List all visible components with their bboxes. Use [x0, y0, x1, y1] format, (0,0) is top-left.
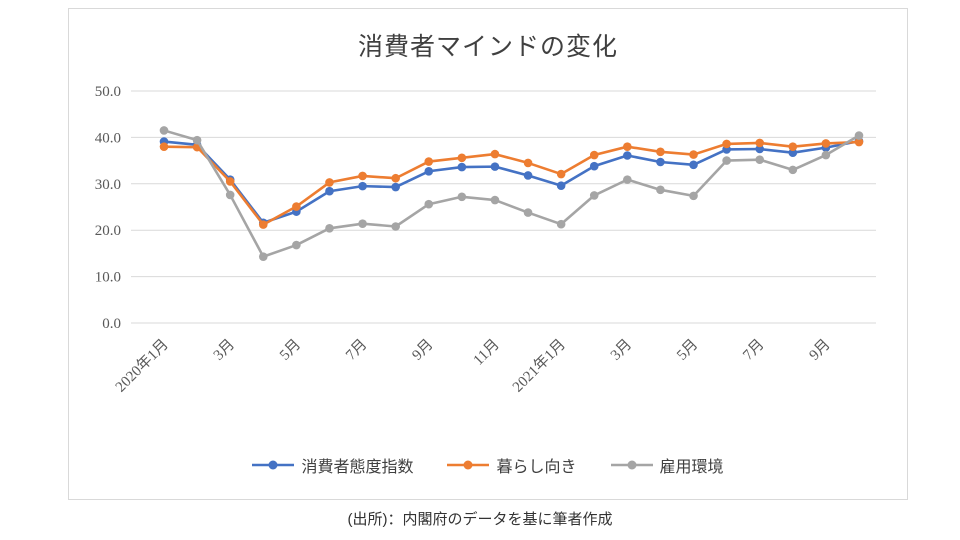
chart-title: 消費者マインドの変化 [357, 34, 618, 61]
data-point [490, 162, 500, 171]
data-point [325, 178, 334, 187]
chart-legend: 消費者態度指数 暮らし向き 雇用環境 [69, 453, 907, 477]
series-line [162, 139, 861, 225]
data-point [225, 177, 235, 186]
data-point [523, 171, 533, 180]
data-point [821, 139, 831, 148]
legend-label: 暮らし向き [496, 459, 577, 476]
x-axis-tick-label: 2020年1月 [112, 336, 172, 396]
data-point [523, 208, 533, 217]
data-point [623, 151, 632, 160]
data-point [755, 155, 765, 164]
data-point [325, 186, 334, 196]
data-point [556, 169, 566, 179]
data-point [556, 181, 566, 190]
x-axis-tick-label: 3月 [608, 337, 635, 364]
y-axis-tick-label: 10.0 [95, 270, 121, 286]
x-axis-tick-label: 5月 [277, 337, 304, 364]
data-point [722, 156, 731, 165]
data-point [788, 165, 798, 175]
data-point [623, 142, 632, 151]
legend-marker-icon [610, 460, 653, 470]
y-axis-tick-label: 50.0 [95, 84, 121, 100]
data-point [424, 157, 434, 166]
data-point [722, 139, 731, 149]
series-line [162, 129, 861, 258]
data-point [623, 175, 632, 184]
data-point [424, 166, 434, 176]
data-point [589, 150, 599, 160]
data-point [457, 153, 467, 163]
data-point [225, 190, 235, 200]
data-point [689, 160, 698, 170]
data-point [258, 252, 268, 261]
data-point [854, 131, 864, 140]
data-point [755, 144, 765, 154]
data-point [159, 126, 169, 135]
data-point [391, 222, 400, 231]
data-point [755, 138, 765, 148]
data-point [358, 181, 367, 191]
data-point [424, 199, 434, 209]
data-point [292, 240, 301, 250]
data-point [358, 219, 367, 229]
source-caption: (出所)：内閣府のデータを基に筆者作成 [347, 511, 613, 528]
line-chart: 0.0 10.0 20.0 30.0 40.0 50.0 2020年1月 3月 5月 7月 9月 11… [95, 84, 876, 396]
data-point [689, 191, 698, 201]
data-point [358, 171, 367, 181]
data-point [788, 148, 798, 158]
legend-marker-icon [252, 460, 295, 470]
x-axis-tick-label: 9月 [409, 337, 436, 364]
y-axis-tick-label: 20.0 [95, 223, 121, 239]
legend-item: 雇用環境 [610, 453, 724, 477]
data-point [391, 182, 400, 192]
legend-item: 消費者態度指数 [252, 453, 413, 477]
data-point [656, 147, 665, 157]
y-axis-tick-label: 0.0 [102, 316, 121, 332]
data-point [490, 195, 500, 205]
data-point [589, 191, 599, 200]
data-point [292, 202, 301, 211]
x-axis-tick-label: 7月 [343, 337, 370, 364]
data-point [854, 137, 864, 147]
data-point [391, 173, 400, 183]
x-axis-tick-label: 2021年1月 [509, 336, 569, 396]
legend-label: 消費者態度指数 [301, 459, 414, 476]
data-point [788, 142, 798, 151]
y-axis-tick-label: 30.0 [95, 177, 121, 193]
data-point [589, 161, 599, 171]
data-point [159, 142, 169, 151]
data-point [325, 224, 334, 233]
data-point [523, 158, 533, 168]
data-point [556, 219, 566, 229]
data-point [192, 135, 202, 145]
legend-label: 雇用環境 [659, 459, 724, 476]
legend-item: 暮らし向き [447, 453, 577, 477]
data-point [689, 150, 698, 159]
data-point [457, 162, 467, 172]
x-axis-tick-label: 3月 [211, 337, 238, 364]
x-axis-tick-label: 11月 [471, 337, 503, 369]
data-point [821, 150, 831, 160]
data-point [656, 185, 665, 195]
x-axis-tick-label: 9月 [806, 337, 833, 364]
series-line [162, 140, 861, 226]
y-axis-tick-label: 40.0 [95, 130, 121, 146]
x-axis-tick-label: 5月 [674, 337, 701, 364]
data-point [656, 157, 665, 167]
data-point [457, 192, 467, 202]
legend-marker-icon [447, 460, 490, 470]
data-point [258, 220, 268, 229]
x-axis-tick-label: 7月 [740, 337, 767, 364]
data-point [490, 149, 500, 159]
chart-container: 消費者マインドの変化 0.0 10.0 20.0 30.0 40.0 50.0 2020年1… [68, 8, 908, 500]
